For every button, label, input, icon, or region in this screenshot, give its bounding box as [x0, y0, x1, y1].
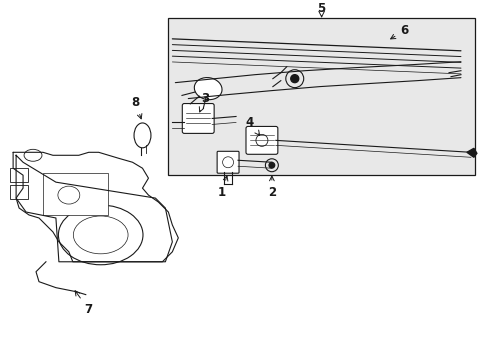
- Ellipse shape: [194, 77, 222, 100]
- Text: 8: 8: [131, 96, 142, 119]
- Circle shape: [140, 153, 144, 158]
- Text: 2: 2: [267, 176, 275, 199]
- Text: 6: 6: [390, 24, 407, 39]
- Text: 7: 7: [75, 291, 93, 316]
- Text: 1: 1: [218, 176, 227, 199]
- Text: 4: 4: [245, 116, 259, 135]
- Polygon shape: [466, 148, 476, 157]
- Bar: [10, 185, 28, 199]
- Bar: [10, 168, 28, 182]
- Bar: [43, 173, 107, 215]
- Circle shape: [268, 162, 274, 168]
- Ellipse shape: [24, 149, 42, 161]
- Ellipse shape: [73, 216, 128, 254]
- Ellipse shape: [134, 123, 151, 148]
- FancyBboxPatch shape: [245, 126, 277, 154]
- Ellipse shape: [58, 205, 142, 265]
- FancyBboxPatch shape: [217, 151, 239, 173]
- Ellipse shape: [58, 186, 80, 204]
- Text: 3: 3: [199, 92, 209, 112]
- Bar: [168, 18, 474, 175]
- FancyBboxPatch shape: [182, 104, 214, 134]
- Text: 5: 5: [317, 3, 325, 15]
- Circle shape: [290, 75, 298, 83]
